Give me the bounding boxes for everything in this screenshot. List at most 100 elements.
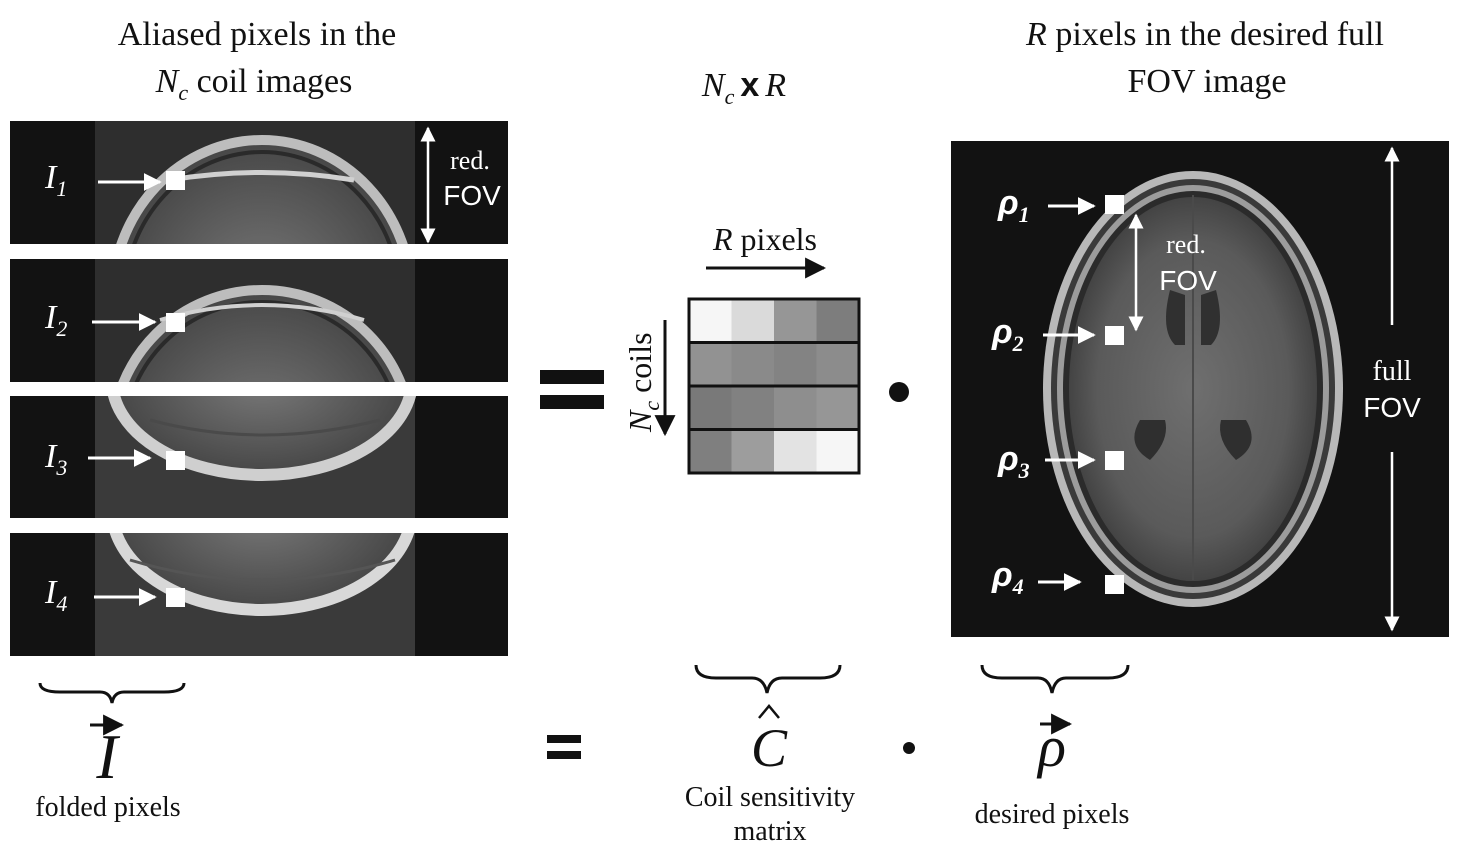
svg-text:ρ4: ρ4 [991, 556, 1024, 599]
coil-symbol: I [44, 159, 58, 196]
nc-symbol: N [155, 63, 181, 100]
nc-symbol: N [701, 67, 727, 104]
matrix-cell [689, 429, 732, 473]
rho-symbol: ρ [997, 184, 1019, 222]
nc-coils-label: Nc coils [622, 332, 664, 433]
left-title-line1: Aliased pixels in the [118, 16, 397, 53]
r-symbol: R [712, 221, 733, 257]
c-caption-line1: Coil sensitivity [685, 782, 855, 813]
pixel-marker [166, 313, 185, 332]
rho-subscript: 1 [1019, 202, 1030, 227]
brace-right [980, 664, 1130, 694]
rho-caption: desired pixels [975, 799, 1130, 830]
rho-symbol: ρ [997, 440, 1019, 478]
svg-text:I2: I2 [44, 299, 67, 341]
coil-subscript: 3 [55, 455, 67, 480]
matrix-cell [816, 342, 859, 386]
coil-label-4: I4 [44, 574, 185, 616]
c-hat-symbol: C [751, 718, 788, 778]
full-red-fov-line2: FOV [1159, 265, 1217, 296]
full-red-fov-line1: red. [1166, 230, 1206, 259]
pixel-marker [1105, 575, 1124, 594]
brace-middle [694, 664, 842, 694]
pixel-marker [1105, 451, 1124, 470]
r-pixels-label: R pixels [712, 221, 817, 257]
pixel-marker [166, 171, 185, 190]
matrix-cell [774, 386, 817, 430]
coil-label-2: I2 [44, 299, 185, 341]
full-fov-line2: FOV [1363, 392, 1421, 423]
matrix-cell [731, 386, 774, 430]
rho-label-1: ρ1 [997, 184, 1124, 227]
rho-subscript: 4 [1012, 574, 1024, 599]
svg-text:ρ2: ρ2 [991, 313, 1024, 356]
svg-text:ρ3: ρ3 [997, 440, 1030, 483]
pixel-marker [166, 588, 185, 607]
nc-subscript: c [178, 80, 188, 105]
coil-image-3 [10, 396, 508, 518]
r-pixels-rest: pixels [733, 221, 817, 257]
nc-symbol: N [622, 409, 658, 433]
svg-text:I4: I4 [44, 574, 67, 616]
coil-subscript: 4 [56, 591, 67, 616]
middle-title: Nc x R [701, 66, 786, 109]
matrix-cell [774, 429, 817, 473]
full-fov-image [951, 141, 1449, 637]
i-caption: folded pixels [35, 792, 180, 823]
matrix-cell [731, 429, 774, 473]
reduced-fov-line1: red. [450, 146, 490, 175]
hat-icon [758, 704, 780, 719]
pixel-marker [1105, 195, 1124, 214]
equals-sign-large [540, 370, 604, 409]
matrix-cell [816, 299, 859, 343]
coil-subscript: 1 [56, 176, 67, 201]
rho-label-2: ρ2 [991, 313, 1124, 356]
right-title-line1: R pixels in the desired full [1025, 16, 1384, 53]
r-symbol: R [764, 67, 786, 104]
nc-subscript: c [639, 401, 664, 411]
pixel-marker [166, 451, 185, 470]
rho-symbol: ρ [991, 556, 1013, 594]
rho-subscript: 3 [1018, 458, 1030, 483]
reduced-fov-line2: FOV [443, 180, 501, 211]
times-symbol: x [740, 66, 759, 104]
matrix-cell [816, 386, 859, 430]
rho-symbol: ρ [991, 313, 1013, 351]
matrix-border [687, 297, 861, 475]
sensitivity-matrix [687, 297, 861, 475]
i-vector-symbol: I [95, 721, 120, 792]
left-title-rest: coil images [188, 63, 352, 100]
matrix-cell [731, 299, 774, 343]
r-symbol: R [1025, 16, 1047, 53]
coil-image-4 [10, 533, 508, 656]
rho-label-3: ρ3 [997, 440, 1124, 483]
nc-coils-rest: coils [622, 332, 658, 400]
nc-subscript: c [725, 84, 735, 109]
matrix-cell [816, 429, 859, 473]
matrix-cell [689, 386, 732, 430]
reduced-fov-indicator: red. FOV [420, 126, 501, 244]
right-title-rest: pixels in the desired full [1047, 16, 1384, 53]
coil-label-1: I1 [44, 159, 185, 201]
dot-operator-small [903, 742, 915, 754]
coil-symbol: I [44, 299, 58, 336]
full-fov-indicator: full FOV [1363, 146, 1421, 632]
coil-symbol: I [44, 438, 58, 475]
matrix-cell [774, 299, 817, 343]
brace-left [38, 682, 186, 704]
dot-operator [889, 382, 909, 402]
svg-text:I3: I3 [44, 438, 67, 480]
matrix-cell [689, 342, 732, 386]
right-title-line2: FOV image [1128, 63, 1287, 100]
matrix-cell [689, 299, 732, 343]
rho-label-4: ρ4 [991, 556, 1124, 599]
full-fov-line1: full [1373, 356, 1412, 387]
svg-text:I1: I1 [44, 159, 67, 201]
left-title-line2: Nc coil images [155, 63, 353, 105]
c-caption-line2: matrix [733, 816, 806, 847]
coil-label-3: I3 [44, 438, 185, 480]
equals-sign-small [547, 735, 581, 759]
coil-symbol: I [44, 574, 58, 611]
matrix-cell [731, 342, 774, 386]
